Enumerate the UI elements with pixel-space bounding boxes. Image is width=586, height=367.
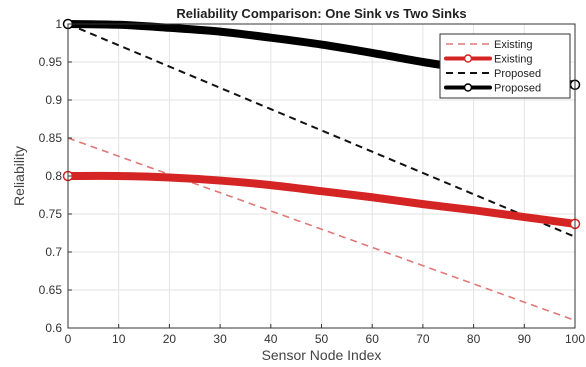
y-axis-label: Reliability	[11, 146, 27, 206]
legend: Existing Existing Proposed Proposed	[440, 34, 570, 98]
y-tick-label: 0.65	[39, 283, 63, 297]
chart-title: Reliability Comparison: One Sink vs Two …	[176, 6, 466, 21]
y-tick-label: 0.6	[45, 321, 62, 335]
x-tick-label: 20	[163, 332, 177, 346]
legend-marker	[465, 84, 472, 91]
y-tick-label: 0.9	[45, 93, 62, 107]
legend-label: Proposed	[494, 68, 541, 80]
x-tick-label: 60	[366, 332, 380, 346]
legend-marker	[465, 55, 472, 62]
y-tick-label: 0.8	[45, 169, 62, 183]
x-tick-label: 50	[315, 332, 329, 346]
x-tick-label: 30	[213, 332, 227, 346]
y-tick-label: 0.7	[45, 245, 62, 259]
x-tick-label: 90	[518, 332, 532, 346]
y-tick-label: 0.95	[39, 55, 63, 69]
x-tick-label: 80	[467, 332, 481, 346]
x-tick-label: 100	[565, 332, 585, 346]
legend-label: Existing	[494, 54, 533, 66]
y-tick-label: 1	[55, 17, 62, 31]
y-tick-label: 0.75	[39, 207, 63, 221]
legend-label: Existing	[494, 39, 533, 51]
x-axis-label: Sensor Node Index	[262, 347, 382, 363]
x-tick-label: 70	[416, 332, 430, 346]
y-tick-label: 0.85	[39, 131, 63, 145]
x-tick-label: 40	[264, 332, 278, 346]
legend-label: Proposed	[494, 83, 541, 95]
x-tick-label: 10	[112, 332, 126, 346]
x-tick-label: 0	[65, 332, 72, 346]
